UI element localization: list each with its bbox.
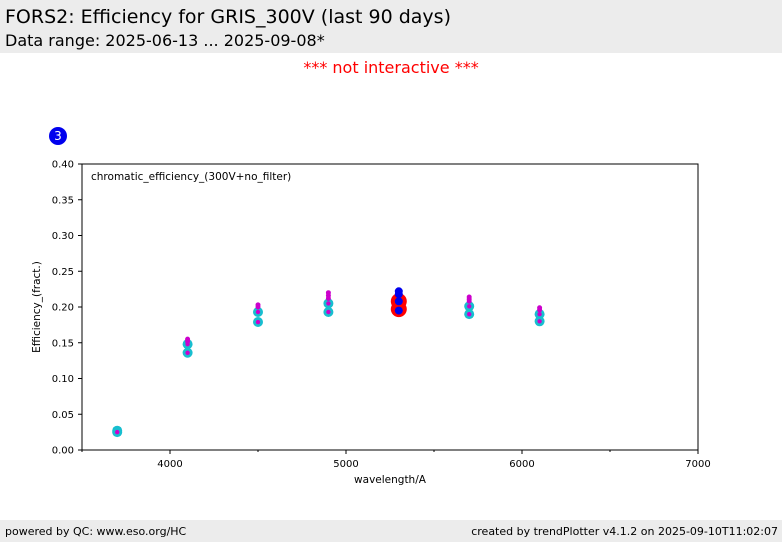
data-point-center <box>537 311 542 317</box>
data-point-center <box>255 319 261 325</box>
data-point-blue <box>394 306 403 315</box>
x-axis-label: wavelength/A <box>354 474 427 486</box>
data-point-blue <box>394 297 403 306</box>
data-range-subtitle: Data range: 2025-06-13 ... 2025-09-08* <box>5 31 325 50</box>
data-point-magenta <box>185 338 191 344</box>
y-tick-label: 0.00 <box>52 446 74 457</box>
data-point-center <box>326 301 331 306</box>
footer-created-by: created by trendPlotter v4.1.2 on 2025-0… <box>471 525 778 538</box>
header-bar: FORS2: Efficiency for GRIS_300V (last 90… <box>0 0 782 53</box>
data-point-center <box>115 429 120 435</box>
plot-number-badge: 3 <box>49 127 67 145</box>
x-tick-label: 7000 <box>685 459 710 470</box>
x-tick-label: 4000 <box>157 459 182 470</box>
data-point-center <box>326 309 331 315</box>
page-title: FORS2: Efficiency for GRIS_300V (last 90… <box>5 6 451 28</box>
y-tick-label: 0.35 <box>52 195 74 206</box>
data-point-magenta <box>466 298 472 304</box>
data-point-center <box>255 309 261 315</box>
data-point-center <box>467 304 472 309</box>
x-tick-label: 6000 <box>509 459 534 470</box>
y-axis-label: Efficiency_(fract.) <box>31 261 43 353</box>
data-point-blue <box>394 290 403 299</box>
footer-powered-by: powered by QC: www.eso.org/HC <box>5 525 187 538</box>
y-tick-label: 0.10 <box>52 374 74 385</box>
data-point-center <box>185 350 190 355</box>
chart-title: chromatic_efficiency_(300V+no_filter) <box>91 171 291 183</box>
data-point-magenta <box>537 307 543 313</box>
y-tick-label: 0.30 <box>52 231 74 242</box>
y-tick-label: 0.15 <box>52 338 74 349</box>
plot-area-frame <box>81 163 699 451</box>
data-point-center <box>467 311 472 317</box>
footer-bar: powered by QC: www.eso.org/HC created by… <box>0 520 782 542</box>
y-tick-label: 0.25 <box>52 267 74 278</box>
not-interactive-notice: *** not interactive *** <box>303 58 479 77</box>
x-tick-label: 5000 <box>333 459 358 470</box>
data-point-magenta <box>255 304 261 310</box>
data-points <box>112 287 545 438</box>
y-tick-label: 0.40 <box>52 160 74 171</box>
y-tick-label: 0.20 <box>52 303 74 314</box>
y-tick-label: 0.05 <box>52 410 74 421</box>
data-point-magenta <box>325 295 331 301</box>
data-point-center <box>537 319 542 324</box>
axis-ticks: 0.00 0.05 0.10 0.15 0.20 0.25 0.30 0.35 0.40 4000… <box>52 160 711 471</box>
